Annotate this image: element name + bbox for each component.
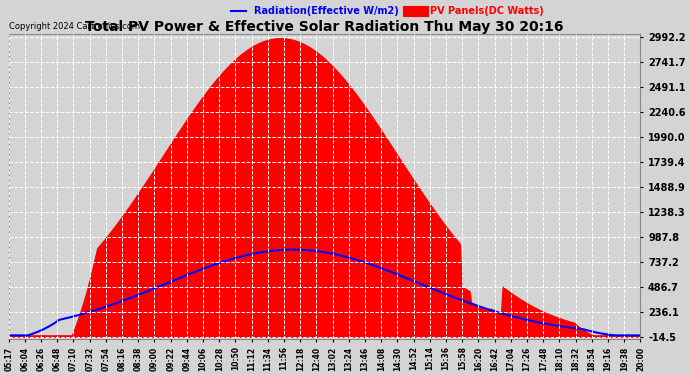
Legend: Radiation(Effective W/m2), PV Panels(DC Watts): Radiation(Effective W/m2), PV Panels(DC … [228,2,548,20]
Text: Copyright 2024 Cartronics.com: Copyright 2024 Cartronics.com [9,22,139,31]
Title: Total PV Power & Effective Solar Radiation Thu May 30 20:16: Total PV Power & Effective Solar Radiati… [86,20,564,34]
